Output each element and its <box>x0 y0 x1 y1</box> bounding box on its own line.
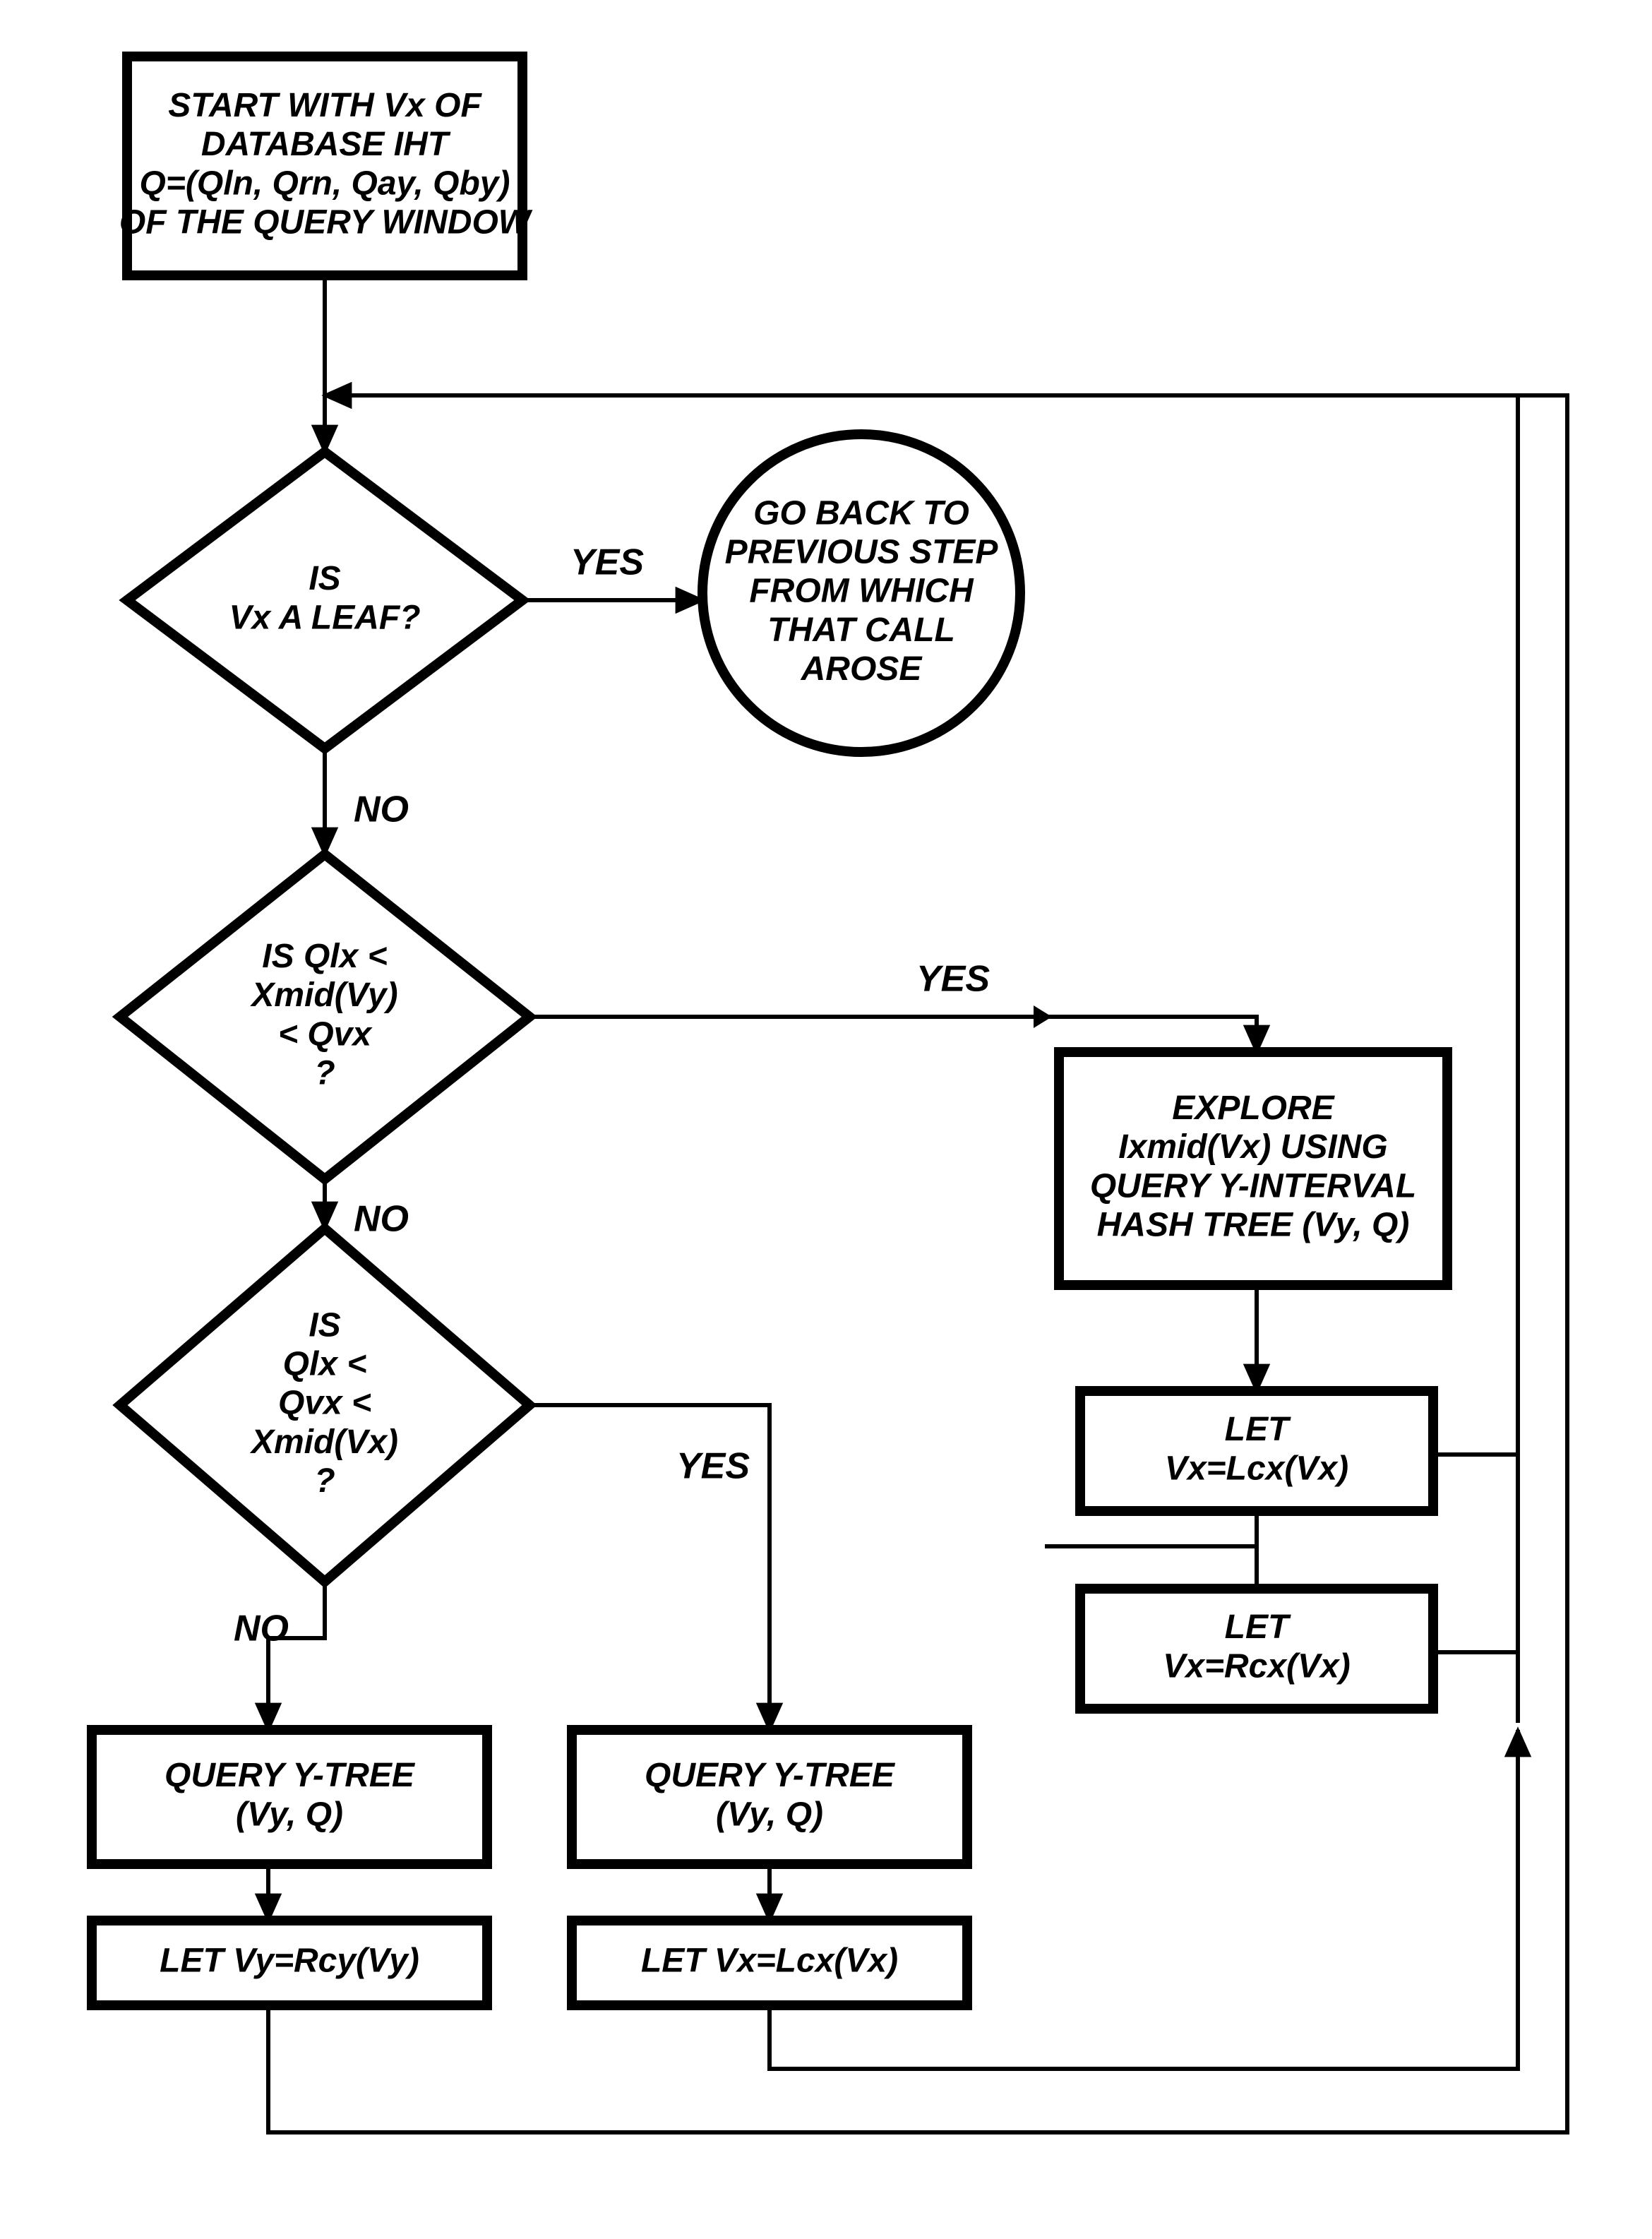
node-text: PREVIOUS STEP <box>725 533 999 571</box>
node-text: Vx=Rcx(Vx) <box>1163 1647 1350 1685</box>
node-let_rcx: LETVx=Rcx(Vx) <box>1080 1589 1433 1709</box>
edge-9: NO <box>234 1582 325 1730</box>
node-text: HASH TREE (Vy, Q) <box>1097 1206 1410 1243</box>
node-text: THAT CALL <box>767 611 955 649</box>
node-text: Qlx < <box>283 1345 367 1383</box>
node-label: QUERY Y-TREE(Vy, Q) <box>645 1757 896 1833</box>
edge-14 <box>1433 1455 1518 1709</box>
node-text: IS Qlx < <box>262 938 387 975</box>
edge-label: YES <box>916 959 990 1000</box>
node-label: ISVx A LEAF? <box>229 560 420 636</box>
node-text: Q=(Qln, Qrn, Qay, Qby) <box>140 165 510 202</box>
node-dec1: ISVx A LEAF? <box>127 452 522 748</box>
node-text: START WITH Vx OF <box>168 87 482 124</box>
node-text: DATABASE IHT <box>201 126 451 163</box>
edge-6 <box>1045 1511 1257 1546</box>
node-explore: EXPLOREIxmid(Vx) USINGQUERY Y-INTERVALHA… <box>1059 1052 1447 1285</box>
node-label: LET Vy=Rcy(Vy) <box>160 1942 419 1980</box>
node-text: Xmid(Vy) <box>249 977 397 1014</box>
node-label: START WITH Vx OFDATABASE IHTQ=(Qln, Qrn,… <box>119 87 533 241</box>
node-let_lcx1: LETVx=Lcx(Vx) <box>1080 1391 1433 1511</box>
node-text: IS <box>309 1306 340 1344</box>
node-label: EXPLOREIxmid(Vx) USINGQUERY Y-INTERVALHA… <box>1090 1089 1416 1244</box>
node-text: EXPLORE <box>1172 1089 1335 1127</box>
node-qytree_n: QUERY Y-TREE(Vy, Q) <box>92 1730 487 1864</box>
node-let_lcx2: LET Vx=Lcx(Vx) <box>572 1921 967 2005</box>
node-goback: GO BACK TOPREVIOUS STEPFROM WHICHTHAT CA… <box>702 434 1020 752</box>
edge-2: NO <box>325 748 409 854</box>
node-text: QUERY Y-TREE <box>645 1757 896 1794</box>
node-start: START WITH Vx OFDATABASE IHTQ=(Qln, Qrn,… <box>119 56 533 275</box>
node-text: < Qvx <box>278 1015 373 1053</box>
node-text: (Vy, Q) <box>716 1796 823 1833</box>
node-text: Vx=Lcx(Vx) <box>1165 1450 1348 1487</box>
node-label: GO BACK TOPREVIOUS STEPFROM WHICHTHAT CA… <box>725 494 999 688</box>
edge-label: YES <box>570 542 644 583</box>
node-text: LET Vx=Lcx(Vx) <box>641 1942 898 1980</box>
edge-8: YES <box>529 1405 770 1730</box>
edge-1: YES <box>522 542 702 600</box>
edge-label: YES <box>676 1446 750 1487</box>
node-qytree_y: QUERY Y-TREE(Vy, Q) <box>572 1730 967 1864</box>
node-text: Xmid(Vx) <box>249 1423 398 1461</box>
node-text: LET Vy=Rcy(Vy) <box>160 1942 419 1980</box>
edge-label: NO <box>354 1199 409 1240</box>
node-let_rcy: LET Vy=Rcy(Vy) <box>92 1921 487 2005</box>
node-label: LET Vx=Lcx(Vx) <box>641 1942 898 1980</box>
edge-3: YES <box>529 959 1257 1052</box>
node-label: IS Qlx <Xmid(Vy)< Qvx? <box>249 938 397 1092</box>
node-text: AROSE <box>801 650 923 688</box>
node-label: ISQlx <Qvx <Xmid(Vx)? <box>249 1306 398 1500</box>
inline-arrowhead <box>1034 1005 1052 1028</box>
node-text: QUERY Y-TREE <box>164 1757 416 1794</box>
node-text: Vx A LEAF? <box>229 599 420 636</box>
edge-4: NO <box>325 1179 409 1240</box>
node-text: (Vy, Q) <box>236 1796 343 1833</box>
edge-label: NO <box>354 789 409 830</box>
node-label: LETVx=Rcx(Vx) <box>1163 1608 1350 1685</box>
node-text: OF THE QUERY WINDOW <box>119 203 533 241</box>
node-label: LETVx=Lcx(Vx) <box>1165 1411 1348 1487</box>
node-text: ? <box>314 1462 335 1500</box>
node-text: QUERY Y-INTERVAL <box>1090 1167 1416 1205</box>
edge-label: NO <box>234 1608 289 1649</box>
node-text: LET <box>1225 1608 1291 1646</box>
node-text: LET <box>1225 1411 1291 1448</box>
node-label: QUERY Y-TREE(Vy, Q) <box>164 1757 416 1833</box>
node-text: FROM WHICH <box>749 573 974 610</box>
node-text: IS <box>309 560 340 597</box>
node-text: Qvx < <box>278 1385 371 1422</box>
node-text: Ixmid(Vx) USING <box>1118 1128 1387 1166</box>
node-dec3: ISQlx <Qvx <Xmid(Vx)? <box>120 1229 529 1582</box>
node-dec2: IS Qlx <Xmid(Vy)< Qvx? <box>120 854 529 1179</box>
node-text: GO BACK TO <box>753 494 969 532</box>
node-text: ? <box>314 1054 335 1092</box>
